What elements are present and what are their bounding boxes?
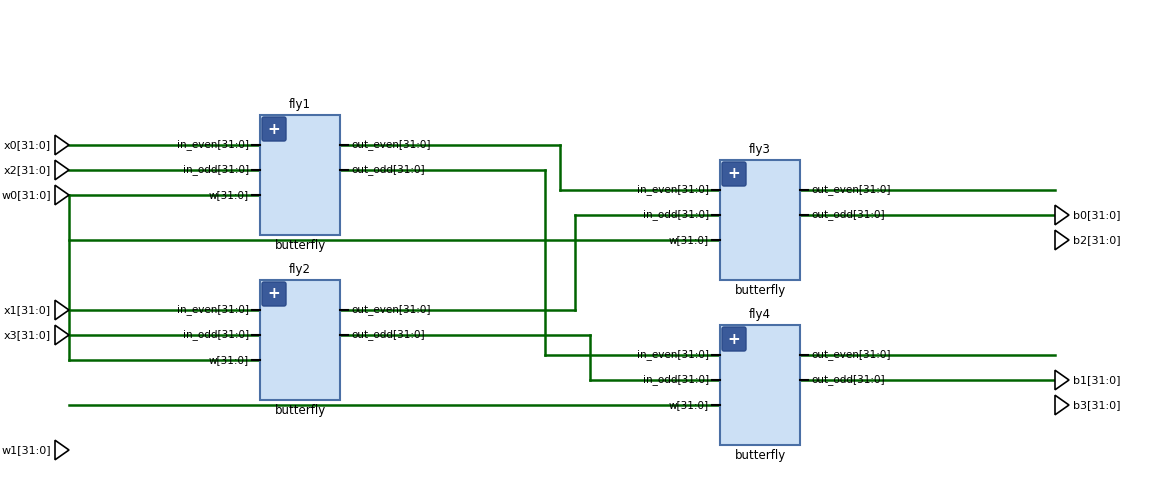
- Text: x1[31:0]: x1[31:0]: [3, 305, 51, 315]
- Text: w[31:0]: w[31:0]: [208, 190, 249, 200]
- FancyBboxPatch shape: [721, 162, 746, 186]
- Polygon shape: [1055, 205, 1069, 225]
- Text: fly2: fly2: [290, 263, 312, 276]
- Text: w[31:0]: w[31:0]: [669, 235, 709, 245]
- Text: in_odd[31:0]: in_odd[31:0]: [643, 375, 709, 386]
- Text: out_odd[31:0]: out_odd[31:0]: [811, 375, 885, 386]
- Text: +: +: [267, 287, 280, 301]
- Text: in_even[31:0]: in_even[31:0]: [637, 349, 709, 360]
- Text: in_even[31:0]: in_even[31:0]: [637, 185, 709, 196]
- Polygon shape: [54, 160, 69, 180]
- Text: w0[31:0]: w0[31:0]: [1, 190, 51, 200]
- Text: out_even[31:0]: out_even[31:0]: [811, 185, 891, 196]
- Text: +: +: [267, 121, 280, 137]
- Text: fly4: fly4: [749, 308, 771, 321]
- Text: butterfly: butterfly: [734, 449, 785, 462]
- Text: in_odd[31:0]: in_odd[31:0]: [183, 330, 249, 341]
- Polygon shape: [54, 325, 69, 345]
- Bar: [261, 280, 340, 400]
- FancyBboxPatch shape: [721, 327, 746, 351]
- Text: in_even[31:0]: in_even[31:0]: [177, 140, 249, 150]
- Polygon shape: [1055, 395, 1069, 415]
- Text: x3[31:0]: x3[31:0]: [3, 330, 51, 340]
- Text: butterfly: butterfly: [274, 404, 325, 417]
- Text: x0[31:0]: x0[31:0]: [3, 140, 51, 150]
- Polygon shape: [54, 185, 69, 205]
- Polygon shape: [54, 300, 69, 320]
- Bar: [261, 115, 340, 235]
- Text: fly3: fly3: [749, 143, 771, 156]
- Polygon shape: [1055, 370, 1069, 390]
- Text: out_even[31:0]: out_even[31:0]: [351, 140, 431, 150]
- Text: out_odd[31:0]: out_odd[31:0]: [351, 330, 425, 341]
- Text: in_even[31:0]: in_even[31:0]: [177, 304, 249, 315]
- Text: w[31:0]: w[31:0]: [669, 400, 709, 410]
- Text: +: +: [727, 332, 740, 346]
- Text: b1[31:0]: b1[31:0]: [1073, 375, 1121, 385]
- FancyBboxPatch shape: [262, 117, 286, 141]
- Text: out_even[31:0]: out_even[31:0]: [351, 304, 431, 315]
- FancyBboxPatch shape: [262, 282, 286, 306]
- Text: b2[31:0]: b2[31:0]: [1073, 235, 1121, 245]
- Text: in_odd[31:0]: in_odd[31:0]: [183, 164, 249, 175]
- Text: butterfly: butterfly: [734, 284, 785, 297]
- Polygon shape: [54, 440, 69, 460]
- Text: b0[31:0]: b0[31:0]: [1073, 210, 1121, 220]
- Polygon shape: [1055, 230, 1069, 250]
- Polygon shape: [54, 135, 69, 155]
- Bar: [720, 325, 800, 445]
- Text: w1[31:0]: w1[31:0]: [1, 445, 51, 455]
- Text: x2[31:0]: x2[31:0]: [3, 165, 51, 175]
- Text: butterfly: butterfly: [274, 239, 325, 252]
- Text: out_odd[31:0]: out_odd[31:0]: [351, 164, 425, 175]
- Text: fly1: fly1: [290, 98, 312, 111]
- Text: out_even[31:0]: out_even[31:0]: [811, 349, 891, 360]
- Text: +: +: [727, 166, 740, 182]
- Text: in_odd[31:0]: in_odd[31:0]: [643, 209, 709, 220]
- Bar: [720, 160, 800, 280]
- Text: w[31:0]: w[31:0]: [208, 355, 249, 365]
- Text: b3[31:0]: b3[31:0]: [1073, 400, 1121, 410]
- Text: out_odd[31:0]: out_odd[31:0]: [811, 209, 885, 220]
